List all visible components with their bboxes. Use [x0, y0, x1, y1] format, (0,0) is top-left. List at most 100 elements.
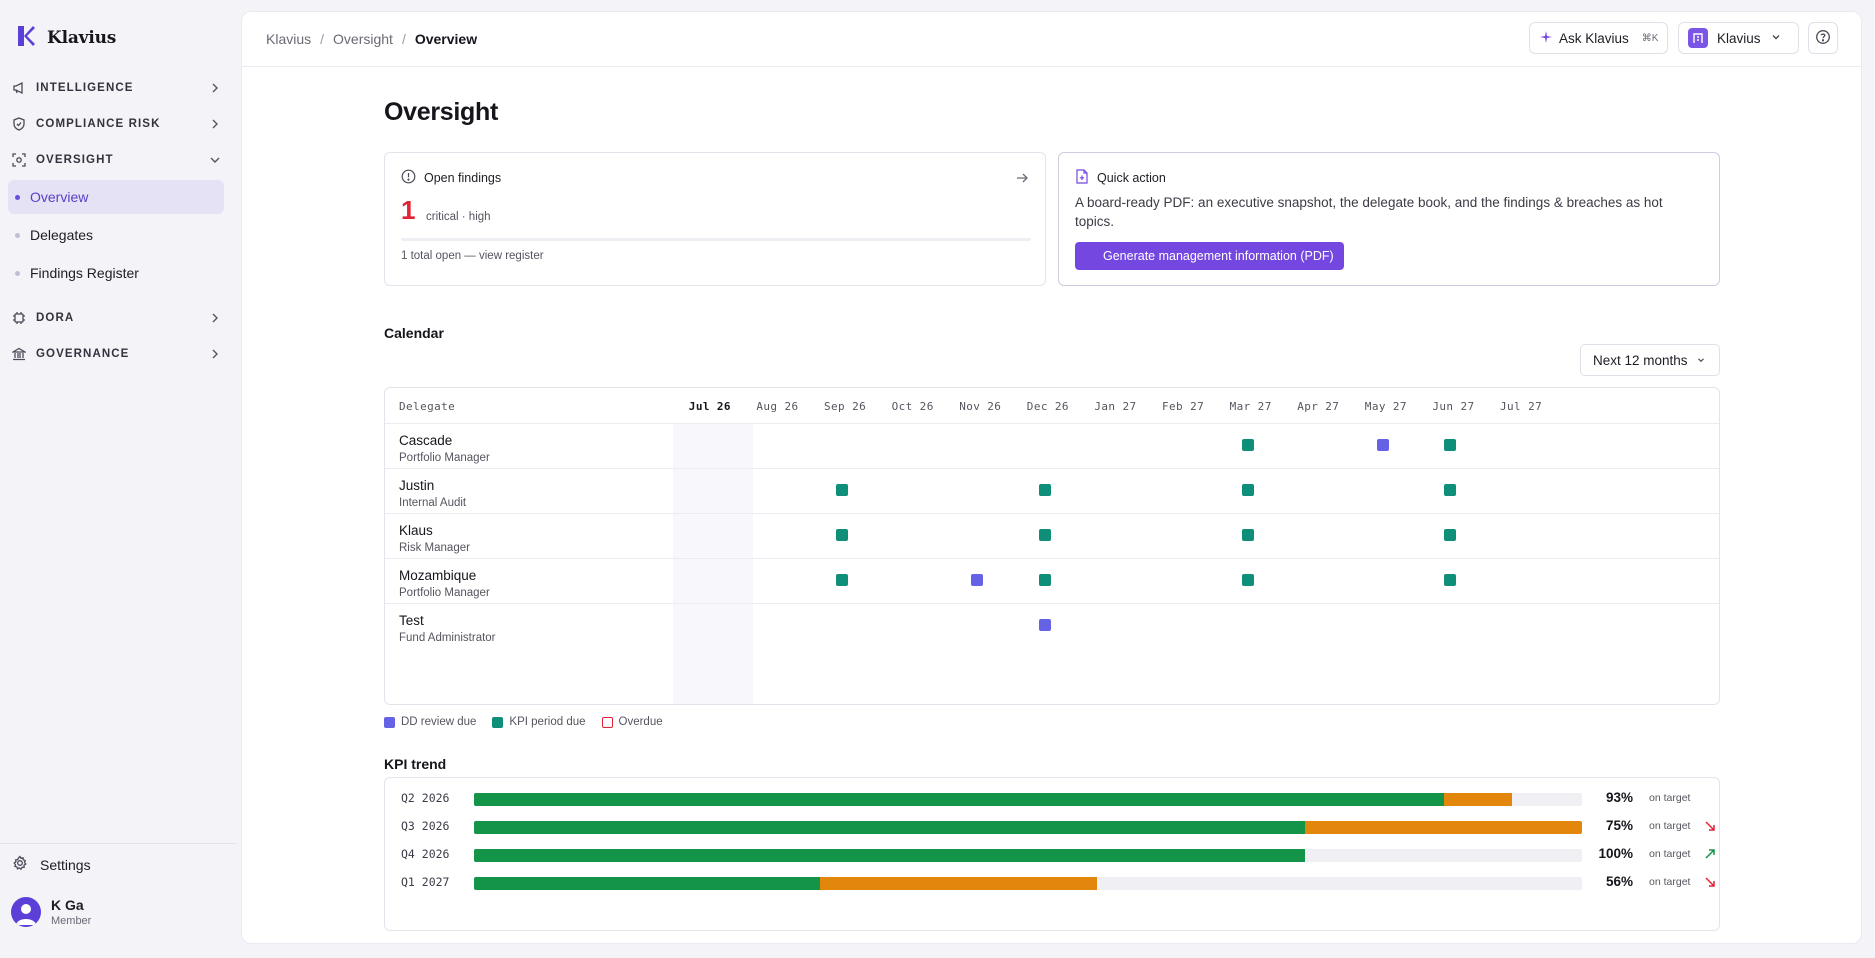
- arrow-right-icon[interactable]: [1015, 171, 1029, 185]
- delegate-name[interactable]: Test: [399, 613, 424, 628]
- kpi-period-marker[interactable]: [1038, 574, 1051, 586]
- current-month-highlight: [673, 424, 753, 704]
- org-name: Klavius: [1717, 30, 1761, 46]
- sidebar-item-findings-register[interactable]: Findings Register: [8, 256, 224, 290]
- kpi-percentage: 56%: [1605, 874, 1633, 889]
- page-title: Oversight: [384, 98, 498, 126]
- kpi-period-marker[interactable]: [836, 529, 848, 541]
- nav-section-governance[interactable]: GOVERNANCE: [10, 340, 226, 368]
- findings-count: 1: [401, 195, 416, 225]
- kpi-period-marker[interactable]: [1444, 439, 1457, 451]
- nav-section-compliance-risk[interactable]: COMPLIANCE RISK: [10, 110, 226, 138]
- delegate-role: Risk Manager: [399, 542, 470, 554]
- trend-down-icon: [1704, 820, 1716, 832]
- legend-item: KPI period due: [492, 716, 586, 728]
- legend-swatch: [384, 716, 395, 728]
- chevron-down-icon: [1770, 31, 1782, 46]
- delegate-name[interactable]: Klaus: [399, 523, 433, 538]
- legend-item: DD review due: [384, 716, 476, 728]
- breadcrumb-item-klavius[interactable]: Klavius: [266, 31, 312, 47]
- ask-klavius-button[interactable]: Ask Klavius ⌘K: [1529, 22, 1668, 54]
- kpi-period-marker[interactable]: [1444, 484, 1457, 496]
- dd-review-marker[interactable]: [1038, 619, 1051, 631]
- user-profile[interactable]: K Ga Member: [11, 897, 91, 927]
- nav-section-label: INTELLIGENCE: [36, 82, 134, 94]
- kpi-period-marker[interactable]: [836, 574, 848, 586]
- kpi-period-marker[interactable]: [1444, 574, 1457, 586]
- legend-label: KPI period due: [509, 716, 586, 728]
- kpi-row: Q4 2026 100% on target: [385, 845, 1719, 865]
- brand[interactable]: Klavius: [18, 26, 116, 49]
- shield-icon: [12, 117, 26, 131]
- nav-section-dora[interactable]: DORA: [10, 304, 226, 332]
- quick-action-title: Quick action: [1097, 171, 1166, 185]
- calendar-row: Klaus Risk Manager: [385, 514, 1719, 559]
- kpi-trend-card: Q2 2026 93% on target Q3 2026 75% on target Q4…: [384, 777, 1720, 931]
- dd-review-marker[interactable]: [1376, 439, 1389, 451]
- sidebar-item-label: Overview: [30, 189, 89, 205]
- sidebar-item-label: Delegates: [30, 227, 94, 243]
- kpi-period: Q1 2027: [401, 875, 450, 889]
- breadcrumb-separator: /: [320, 31, 325, 47]
- kpi-bar-at-risk: [819, 877, 1097, 890]
- kpi-period-marker[interactable]: [1241, 574, 1254, 586]
- klavius-logo-icon: [18, 26, 35, 49]
- trend-up-icon: [1704, 848, 1716, 860]
- chevron-down-icon: [1696, 353, 1706, 368]
- help-button[interactable]: [1808, 22, 1838, 54]
- sidebar-divider: [0, 843, 236, 844]
- nav-section-label: DORA: [36, 312, 75, 324]
- kpi-percentage: 93%: [1605, 790, 1633, 805]
- file-plus-icon: [1075, 169, 1089, 187]
- month-header: Sep 26: [824, 400, 867, 413]
- sidebar-item-overview[interactable]: Overview: [8, 180, 224, 214]
- month-header: Jun 27: [1432, 400, 1475, 413]
- org-switcher[interactable]: Klavius: [1678, 22, 1799, 54]
- legend-label: DD review due: [401, 716, 477, 728]
- kpi-period-marker[interactable]: [1241, 439, 1254, 451]
- user-name: K Ga: [51, 897, 84, 913]
- kpi-bar-track: [474, 849, 1582, 862]
- kpi-period-marker[interactable]: [836, 484, 848, 496]
- calendar-header-row: Delegate Jul 26 Aug 26 Sep 26 Oct 26 Nov 26 D…: [385, 388, 1719, 424]
- dd-review-marker[interactable]: [971, 574, 984, 586]
- delegate-name[interactable]: Justin: [399, 478, 435, 493]
- kpi-on-target-label: on target: [1649, 792, 1691, 804]
- kpi-period-marker[interactable]: [1038, 484, 1051, 496]
- calendar-row: Test Fund Administrator: [385, 604, 1719, 649]
- view-register-link[interactable]: 1 total open — view register: [401, 250, 544, 262]
- open-findings-card[interactable]: Open findings 1 critical · high 1 total …: [384, 152, 1046, 286]
- kpi-period: Q3 2026: [401, 819, 450, 833]
- nav-section-oversight[interactable]: OVERSIGHT: [10, 146, 226, 174]
- delegate-role: Fund Administrator: [399, 632, 496, 644]
- month-header: Mar 27: [1229, 400, 1272, 413]
- kpi-on-target-label: on target: [1649, 876, 1691, 888]
- generate-pdf-button[interactable]: Generate management information (PDF): [1075, 242, 1344, 270]
- legend-swatch: [492, 716, 504, 728]
- kpi-bar-on-target: [474, 821, 1305, 834]
- delegate-name[interactable]: Cascade: [399, 433, 453, 448]
- kpi-period-marker[interactable]: [1038, 529, 1051, 541]
- user-role: Member: [51, 915, 92, 927]
- kpi-period-marker[interactable]: [1241, 529, 1254, 541]
- kpi-period-marker[interactable]: [1444, 529, 1457, 541]
- calendar-row: Cascade Portfolio Manager: [385, 424, 1719, 469]
- user-icon: [16, 904, 36, 925]
- nav-section-intelligence[interactable]: INTELLIGENCE: [10, 74, 226, 102]
- sidebar-item-delegates[interactable]: Delegates: [8, 218, 224, 252]
- month-header: Jul 27: [1500, 400, 1543, 413]
- month-header: May 27: [1364, 400, 1407, 413]
- calendar-legend: DD review due KPI period due Overdue: [384, 716, 663, 728]
- quick-action-description: A board-ready PDF: an executive snapshot…: [1075, 195, 1663, 229]
- range-select[interactable]: Next 12 months: [1580, 344, 1720, 376]
- settings-link[interactable]: Settings: [12, 855, 91, 874]
- nav-section-label: OVERSIGHT: [36, 154, 114, 166]
- kpi-period-marker[interactable]: [1241, 484, 1254, 496]
- kpi-row: Q1 2027 56% on target: [385, 873, 1719, 893]
- delegate-name[interactable]: Mozambique: [399, 568, 477, 583]
- breadcrumb-item-oversight[interactable]: Oversight: [333, 31, 393, 47]
- chevron-right-icon: [208, 347, 222, 361]
- kpi-bar-track: [474, 821, 1582, 834]
- month-header: Aug 26: [756, 400, 799, 413]
